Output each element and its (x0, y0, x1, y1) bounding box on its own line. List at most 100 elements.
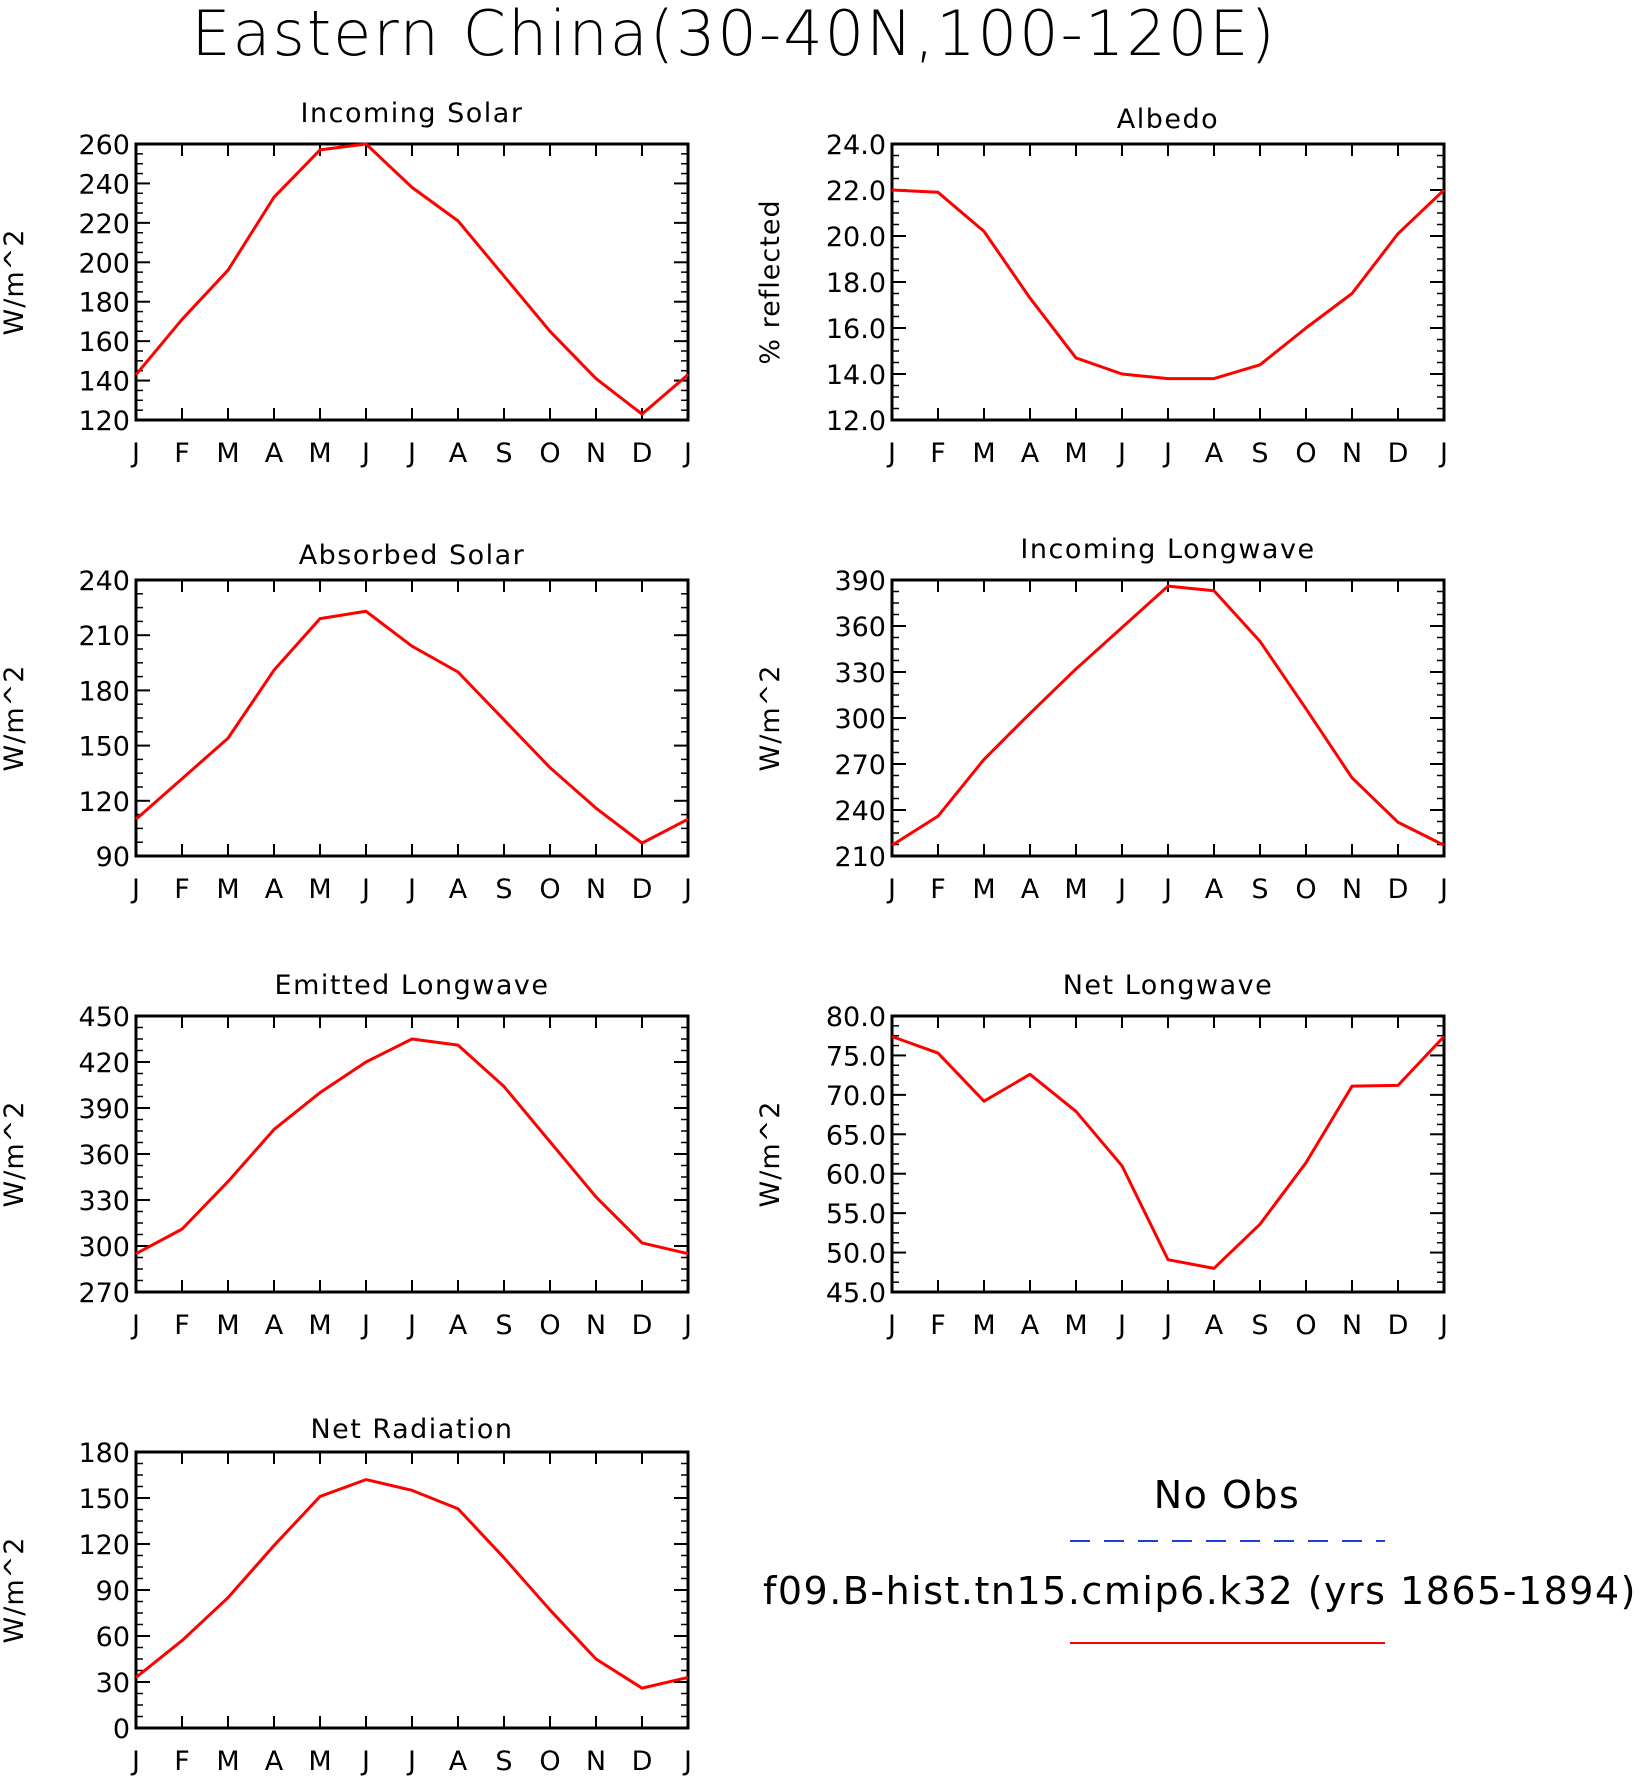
panel-title: Absorbed Solar (299, 540, 526, 571)
x-tick-label: J (1162, 874, 1172, 905)
y-tick-label: 300 (834, 704, 886, 735)
series-line (891, 1035, 1446, 1270)
y-tick-label: 0 (113, 1714, 130, 1745)
y-tick-label: 240 (78, 566, 130, 597)
x-tick-label: A (1205, 874, 1224, 905)
x-tick-label: F (930, 874, 946, 905)
x-tick-label: M (216, 1310, 239, 1341)
x-tick-label: J (406, 1310, 416, 1341)
x-tick-label: J (406, 438, 416, 469)
x-tick-label: D (632, 1310, 653, 1341)
y-tick-label: 150 (78, 1484, 130, 1515)
y-tick-label: 50.0 (826, 1239, 886, 1270)
x-tick-label: M (308, 874, 331, 905)
x-tick-label: J (1438, 874, 1448, 905)
x-tick-label: J (886, 874, 896, 905)
x-tick-label: O (539, 1746, 560, 1777)
x-tick-label: M (216, 438, 239, 469)
panel-title: Incoming Solar (301, 98, 524, 129)
x-tick-label: S (495, 874, 512, 905)
x-tick-label: J (682, 874, 692, 905)
y-tick-label: 200 (78, 248, 130, 279)
x-tick-label: A (1205, 1310, 1224, 1341)
y-tick-label: 330 (834, 658, 886, 689)
x-tick-label: A (449, 1310, 468, 1341)
y-tick-label: 60.0 (826, 1160, 886, 1191)
y-tick-label: 270 (78, 1278, 130, 1309)
x-tick-label: J (406, 1746, 416, 1777)
legend-obs-label: No Obs (1154, 1473, 1301, 1517)
y-tick-label: 360 (834, 612, 886, 643)
x-tick-label: F (930, 1310, 946, 1341)
series-line (134, 142, 689, 416)
y-tick-label: 390 (834, 566, 886, 597)
y-tick-label: 120 (78, 1530, 130, 1561)
x-tick-label: D (632, 438, 653, 469)
x-tick-label: J (406, 874, 416, 905)
x-tick-label: D (632, 874, 653, 905)
x-tick-label: A (449, 438, 468, 469)
y-tick-label: 18.0 (826, 268, 886, 299)
x-tick-label: O (1295, 1310, 1316, 1341)
x-tick-label: S (1251, 874, 1268, 905)
x-tick-label: A (265, 1310, 284, 1341)
y-tick-label: 240 (834, 796, 886, 827)
x-tick-label: M (216, 874, 239, 905)
y-axis-label: W/m^2 (755, 665, 786, 772)
x-tick-label: N (586, 1310, 606, 1341)
x-tick-label: J (1438, 438, 1448, 469)
x-tick-label: S (495, 438, 512, 469)
y-tick-label: 390 (78, 1094, 130, 1125)
y-tick-label: 70.0 (826, 1081, 886, 1112)
x-tick-label: O (1295, 438, 1316, 469)
x-tick-label: M (1064, 438, 1087, 469)
x-tick-label: F (930, 438, 946, 469)
y-tick-label: 120 (78, 787, 130, 818)
y-tick-label: 210 (834, 842, 886, 873)
legend: No Obs f09.B-hist.tn15.cmip6.k32 (yrs 18… (763, 1473, 1635, 1644)
x-tick-label: J (1162, 1310, 1172, 1341)
x-tick-label: J (682, 1310, 692, 1341)
plot-frame (134, 1450, 690, 1730)
y-tick-label: 45.0 (826, 1278, 886, 1309)
x-tick-label: D (632, 1746, 653, 1777)
x-tick-label: J (360, 1310, 370, 1341)
y-axis-label: W/m^2 (0, 1101, 30, 1208)
x-tick-label: J (360, 1746, 370, 1777)
y-axis-label: W/m^2 (0, 1537, 30, 1644)
x-tick-label: O (1295, 874, 1316, 905)
x-tick-label: D (1388, 874, 1409, 905)
x-tick-label: A (1021, 438, 1040, 469)
y-tick-label: 240 (78, 169, 130, 200)
x-tick-label: N (1342, 874, 1362, 905)
x-tick-label: F (174, 1746, 190, 1777)
x-tick-label: S (495, 1310, 512, 1341)
x-tick-label: M (1064, 874, 1087, 905)
y-tick-label: 260 (78, 130, 130, 161)
y-tick-label: 180 (78, 1438, 130, 1469)
y-tick-label: 16.0 (826, 314, 886, 345)
x-tick-label: D (1388, 438, 1409, 469)
y-tick-label: 210 (78, 621, 130, 652)
x-tick-label: J (1116, 874, 1126, 905)
series-line (891, 584, 1445, 847)
plot-frame (134, 1014, 690, 1294)
series-line (891, 188, 1446, 381)
y-tick-label: 270 (834, 750, 886, 781)
y-tick-label: 24.0 (826, 130, 886, 161)
y-tick-label: 420 (78, 1048, 130, 1079)
panel-title: Albedo (1117, 104, 1219, 135)
y-tick-label: 60 (96, 1622, 130, 1653)
panel-title: Net Radiation (310, 1414, 513, 1445)
y-tick-label: 65.0 (826, 1120, 886, 1151)
x-tick-label: J (360, 438, 370, 469)
x-tick-label: S (495, 1746, 512, 1777)
x-tick-label: M (308, 1746, 331, 1777)
x-tick-label: J (682, 438, 692, 469)
y-tick-label: 20.0 (826, 222, 886, 253)
x-tick-label: J (1116, 438, 1126, 469)
